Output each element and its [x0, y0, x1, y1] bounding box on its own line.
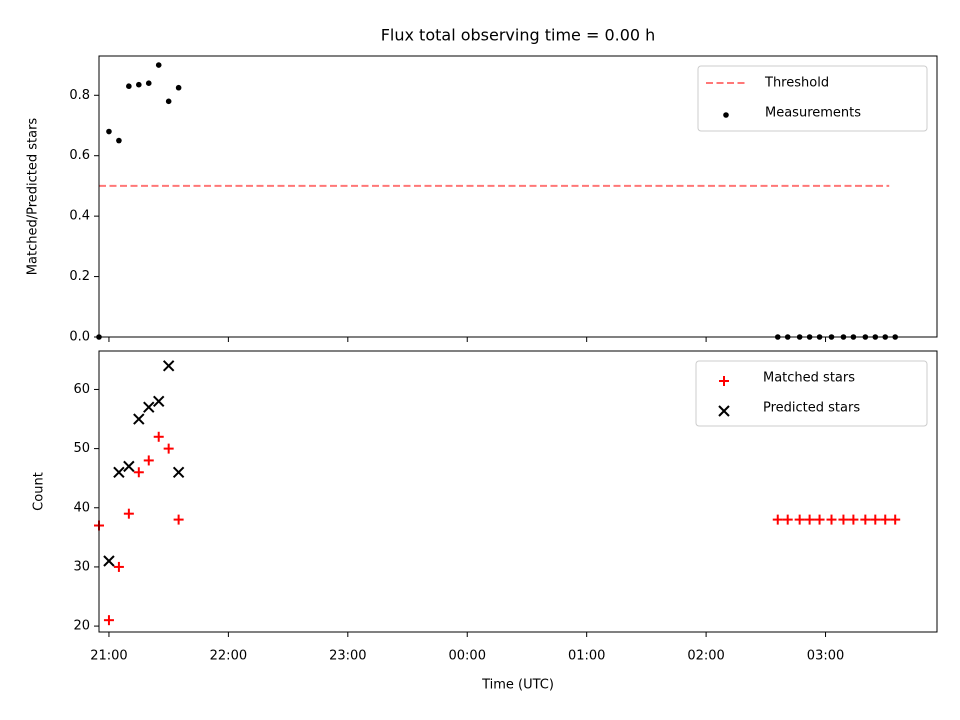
count-panel-ytick-label: 30 — [73, 559, 90, 574]
predicted-star-mark — [133, 413, 145, 425]
ratio-panel-ytick-label: 0.0 — [69, 330, 90, 345]
count-panel-xtick-label: 02:00 — [687, 649, 724, 664]
ratio-panel-ylabel: Matched/Predicted stars — [26, 118, 41, 276]
count-panel-xtick-label: 21:00 — [90, 649, 127, 664]
matched-star-point — [782, 514, 793, 525]
measurement-point — [116, 137, 122, 144]
count-panel-ytick-label: 60 — [73, 382, 90, 397]
predicted-star-mark — [143, 401, 155, 413]
legend-label: Threshold — [764, 76, 829, 91]
legend-label: Matched stars — [763, 371, 855, 386]
predicted-star-point — [133, 413, 145, 425]
legend-measurement-swatch — [723, 112, 729, 118]
count-panel-xtick-label: 00:00 — [449, 649, 486, 664]
measurement-point — [106, 128, 112, 135]
measurement-point — [175, 84, 182, 91]
count-panel-xtick-label: 01:00 — [568, 649, 605, 664]
matched-star-point — [826, 514, 837, 525]
matched-star-point — [890, 514, 901, 525]
matched-star-point — [860, 514, 871, 525]
count-panel-xtick-label: 03:00 — [807, 649, 844, 664]
matched-star-point — [113, 561, 124, 572]
matched-star-point — [880, 514, 891, 525]
predicted-star-mark — [103, 555, 115, 567]
predicted-star-point — [123, 460, 135, 473]
legend-label: Predicted stars — [763, 401, 860, 416]
matched-star-point — [804, 514, 815, 525]
predicted-star-point — [153, 395, 165, 407]
count-panel-ylabel: Count — [32, 472, 47, 511]
legend-label: Measurements — [765, 106, 861, 121]
matched-star-point — [814, 514, 825, 525]
matched-star-point — [103, 615, 114, 626]
legend-predicted-swatch — [718, 405, 730, 417]
count-panel-frame — [98, 350, 938, 633]
matched-star-point — [772, 514, 783, 525]
predicted-star-mark — [172, 466, 185, 478]
count-panel-ytick-label: 50 — [73, 441, 90, 456]
ratio-panel-ytick-label: 0.2 — [69, 269, 90, 284]
measurement-point — [155, 62, 162, 68]
chart-title: Flux total observing time = 0.00 h — [381, 26, 656, 45]
predicted-star-point — [143, 401, 155, 413]
count-panel-legend — [695, 360, 928, 427]
predicted-star-mark — [123, 460, 135, 473]
matched-star-point — [163, 443, 174, 454]
matched-star-point — [838, 514, 849, 525]
predicted-star-mark — [113, 466, 125, 478]
measurement-point — [145, 80, 152, 86]
matched-star-point — [173, 514, 184, 525]
predicted-star-point — [103, 555, 115, 567]
count-panel-xtick-label: 22:00 — [210, 649, 247, 664]
count-panel-xtick-label: 23:00 — [329, 649, 366, 664]
ratio-panel-legend — [697, 65, 928, 132]
count-panel-ytick-label: 20 — [73, 619, 90, 634]
ratio-panel-ytick-label: 0.4 — [69, 209, 90, 224]
ratio-panel-ytick-label: 0.6 — [69, 148, 90, 163]
predicted-star-mark — [153, 395, 165, 407]
ratio-panel-ytick-label: 0.8 — [69, 88, 90, 103]
predicted-star-point — [172, 466, 185, 478]
x-axis-label: Time (UTC) — [481, 678, 554, 693]
matched-star-point — [133, 467, 144, 478]
predicted-star-point — [162, 360, 175, 372]
measurement-point — [126, 83, 132, 90]
measurement-point — [165, 98, 172, 105]
matched-star-point — [153, 431, 164, 442]
matched-star-point — [143, 455, 154, 466]
matched-star-point — [794, 514, 805, 525]
count-panel-ytick-label: 40 — [73, 500, 90, 515]
ratio-panel-frame — [98, 55, 938, 338]
matched-star-point — [848, 514, 859, 525]
matched-star-point — [123, 508, 134, 519]
predicted-star-point — [113, 466, 125, 478]
matched-star-point — [870, 514, 881, 525]
measurement-point — [136, 81, 142, 88]
predicted-star-mark — [162, 360, 175, 372]
